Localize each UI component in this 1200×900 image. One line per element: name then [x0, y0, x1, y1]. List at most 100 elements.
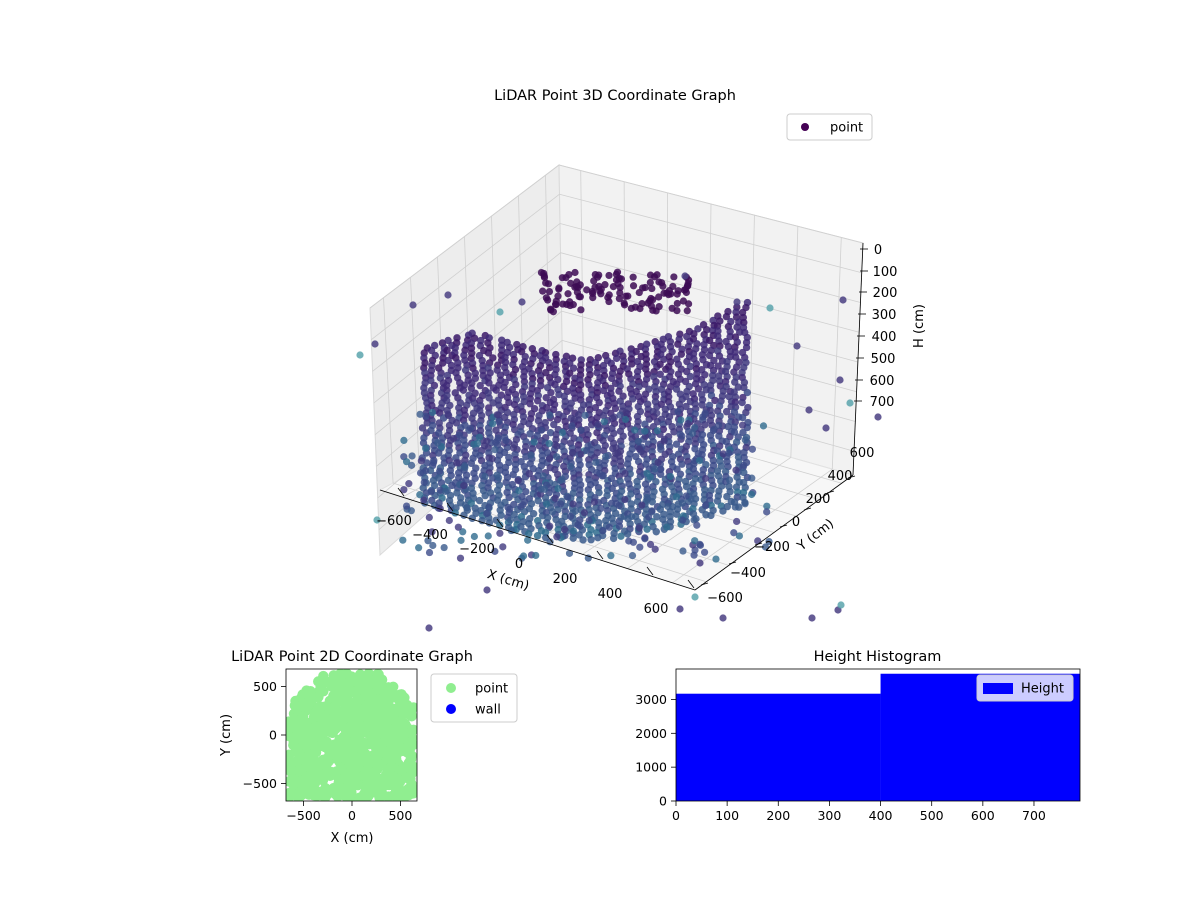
grid-line: [559, 193, 862, 274]
data-point: [348, 766, 360, 777]
chart3d-points: [356, 268, 882, 632]
data-point: [614, 449, 622, 457]
data-point: [571, 268, 579, 277]
data-point: [691, 537, 699, 545]
data-point: [440, 543, 448, 552]
data-point: [483, 586, 491, 594]
data-point: [822, 424, 830, 432]
data-point: [388, 705, 399, 716]
data-point: [621, 469, 629, 478]
data-point: [371, 340, 379, 348]
data-point: [546, 522, 554, 530]
data-point: [622, 409, 630, 417]
data-point: [610, 413, 618, 421]
data-point: [422, 412, 430, 420]
data-point: [733, 298, 741, 306]
data-point: [733, 517, 741, 526]
data-point: [628, 360, 636, 368]
data-point: [696, 559, 704, 567]
legend-marker-point: [446, 683, 456, 693]
data-point: [385, 728, 397, 739]
data-point: [553, 533, 561, 541]
data-point: [496, 529, 504, 537]
data-point: [673, 290, 681, 298]
data-point: [418, 424, 427, 432]
data-point: [532, 551, 540, 560]
data-point: [743, 388, 752, 397]
data-point: [514, 477, 522, 485]
data-point: [481, 491, 489, 500]
data-point: [549, 405, 558, 414]
data-point: [571, 507, 580, 515]
data-point: [625, 537, 633, 545]
data-point: [629, 395, 637, 403]
x-tick-label: 200: [766, 808, 790, 823]
data-point: [403, 761, 414, 773]
data-point: [376, 783, 388, 794]
data-point: [629, 273, 637, 281]
data-point: [481, 472, 489, 481]
data-point: [659, 282, 667, 290]
data-point: [374, 792, 385, 801]
data-point: [484, 532, 492, 540]
data-point: [467, 459, 476, 467]
data-point: [484, 349, 493, 357]
data-point: [475, 433, 484, 441]
data-point: [670, 273, 678, 281]
data-point: [436, 486, 444, 494]
data-point: [491, 446, 499, 454]
y-ticks-3d: −600 −400 −200 0 200 400 600: [700, 446, 874, 606]
data-point: [648, 507, 656, 515]
data-point: [306, 752, 317, 764]
data-point: [748, 490, 756, 499]
data-point: [534, 496, 542, 505]
data-point: [631, 426, 639, 434]
data-point: [566, 369, 574, 377]
data-point: [678, 516, 687, 524]
data-point: [539, 472, 547, 480]
data-point: [657, 442, 665, 451]
data-point: [455, 431, 463, 439]
data-point: [502, 436, 510, 445]
data-point: [488, 455, 496, 463]
z-tick-label: 400: [872, 330, 897, 345]
data-point: [623, 530, 632, 538]
x-tick-label: 0: [348, 808, 356, 823]
legend-marker-point: [801, 123, 809, 131]
data-point: [384, 690, 396, 701]
data-point: [655, 293, 663, 301]
data-point: [485, 379, 493, 387]
data-point: [461, 421, 469, 429]
data-point: [722, 382, 730, 391]
data-point: [599, 527, 607, 535]
x-tick-label: 0: [515, 557, 523, 572]
data-point: [590, 498, 599, 506]
data-point: [422, 444, 430, 452]
y-tick-label: −600: [707, 591, 743, 606]
data-point: [409, 301, 417, 309]
data-point: [554, 485, 562, 493]
data-point: [533, 431, 541, 440]
data-point: [712, 555, 720, 563]
data-point: [416, 469, 425, 477]
data-point: [700, 548, 709, 556]
data-point: [607, 552, 615, 560]
data-point: [730, 408, 739, 416]
chart2d-points: [286, 669, 417, 801]
data-point: [566, 359, 574, 367]
data-point: [297, 711, 309, 722]
y-tick-label: 200: [806, 492, 831, 507]
z-tick-label: 200: [873, 286, 898, 301]
data-point: [678, 432, 686, 440]
y-tick-label: 500: [253, 679, 277, 694]
data-point: [370, 735, 381, 747]
data-point: [705, 351, 714, 360]
grid-line: [371, 193, 560, 340]
data-point: [304, 738, 315, 750]
data-point: [605, 523, 613, 531]
data-point: [614, 279, 622, 288]
data-point: [714, 421, 723, 429]
data-point: [551, 494, 559, 502]
z-tick-label: 0: [874, 243, 882, 258]
data-point: [600, 446, 608, 455]
